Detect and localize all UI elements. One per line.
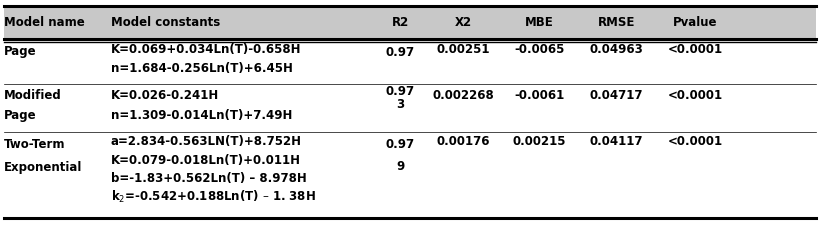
Text: a=2.834-0.563LN(T)+8.752H: a=2.834-0.563LN(T)+8.752H	[111, 135, 301, 148]
Text: k$_2$=-0.542+0.188Ln(T) – 1. 38H: k$_2$=-0.542+0.188Ln(T) – 1. 38H	[111, 189, 315, 205]
Text: Modified: Modified	[4, 89, 61, 102]
Text: 0.00215: 0.00215	[512, 135, 566, 148]
Text: K=0.079-0.018Ln(T)+0.011H: K=0.079-0.018Ln(T)+0.011H	[111, 154, 301, 167]
Text: 0.97: 0.97	[385, 138, 414, 151]
Text: 0.002268: 0.002268	[432, 89, 494, 102]
Text: -0.0065: -0.0065	[514, 43, 564, 56]
Text: X2: X2	[455, 16, 471, 29]
Text: K=0.026-0.241H: K=0.026-0.241H	[111, 89, 219, 102]
Text: n=1.684-0.256Ln(T)+6.45H: n=1.684-0.256Ln(T)+6.45H	[111, 62, 292, 75]
Text: <0.0001: <0.0001	[667, 135, 722, 148]
Text: Page: Page	[4, 109, 37, 122]
Text: Model constants: Model constants	[111, 16, 219, 29]
Text: 9: 9	[396, 160, 404, 173]
Text: Page: Page	[4, 45, 37, 58]
Text: 0.00176: 0.00176	[436, 135, 490, 148]
Text: 0.04963: 0.04963	[589, 43, 643, 56]
Text: R2: R2	[391, 16, 409, 29]
Text: Model name: Model name	[4, 16, 84, 29]
Bar	[4, 6, 815, 39]
Text: n=1.309-0.014Ln(T)+7.49H: n=1.309-0.014Ln(T)+7.49H	[111, 109, 292, 122]
Text: Pvalue: Pvalue	[672, 16, 717, 29]
Text: Two-Term: Two-Term	[4, 138, 66, 151]
Text: K=0.069+0.034Ln(T)-0.658H: K=0.069+0.034Ln(T)-0.658H	[111, 43, 301, 56]
Text: -0.0061: -0.0061	[514, 89, 564, 102]
Text: <0.0001: <0.0001	[667, 43, 722, 56]
Text: 0.00251: 0.00251	[436, 43, 490, 56]
Text: <0.0001: <0.0001	[667, 89, 722, 102]
Text: 3: 3	[396, 98, 404, 112]
Text: Exponential: Exponential	[4, 161, 83, 174]
Text: 0.97: 0.97	[385, 46, 414, 59]
Text: MBE: MBE	[524, 16, 554, 29]
Text: 0.04117: 0.04117	[589, 135, 643, 148]
Text: 0.97: 0.97	[385, 85, 414, 98]
Text: 0.04717: 0.04717	[589, 89, 643, 102]
Text: b=-1.83+0.562Ln(T) – 8.978H: b=-1.83+0.562Ln(T) – 8.978H	[111, 172, 306, 185]
Text: RMSE: RMSE	[597, 16, 635, 29]
Bar	[4, 39, 815, 218]
